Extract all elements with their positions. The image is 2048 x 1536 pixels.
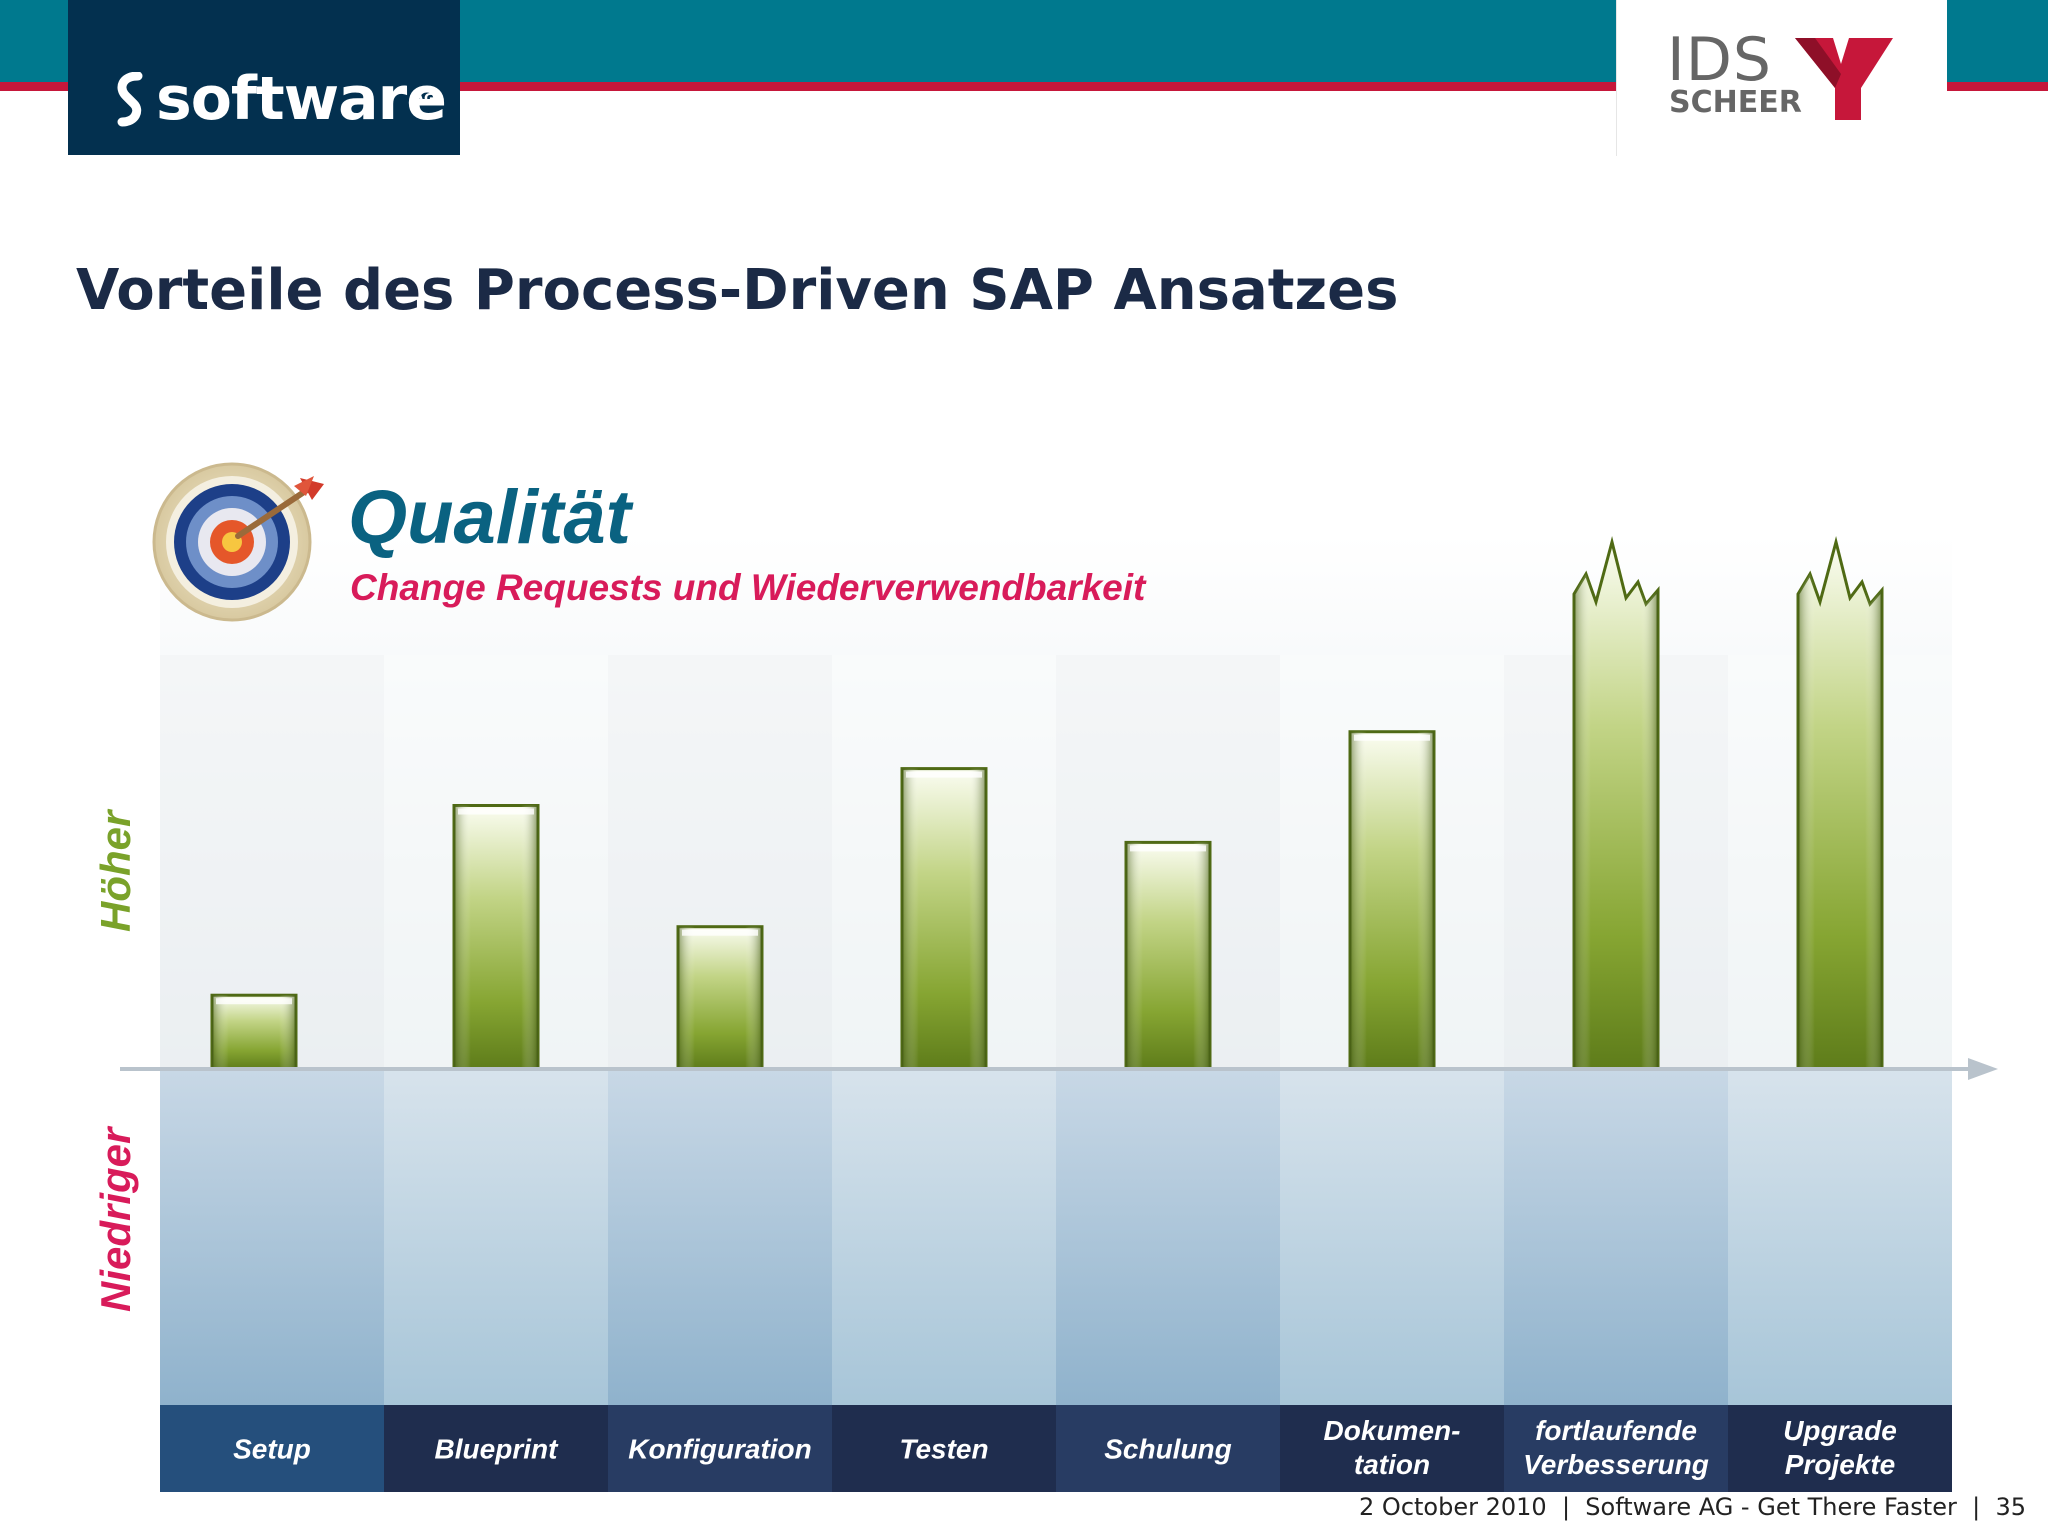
bar-highlight-5 — [1354, 734, 1430, 741]
chart-lower-column — [832, 1069, 1056, 1405]
category-bar: Setup Blueprint Konfiguration Testen Schulun… — [160, 1405, 1952, 1492]
bar-shade-1 — [454, 805, 538, 1069]
category-cell — [384, 1405, 608, 1492]
category-cell — [832, 1405, 1056, 1492]
category-cell — [1728, 1405, 1952, 1492]
bar-highlight-4 — [1130, 845, 1206, 852]
category-label-2: Konfiguration — [628, 1434, 812, 1465]
y-label-lower: Niedriger — [92, 1125, 139, 1312]
scheer-logo-text: SCHEER — [1669, 85, 1802, 120]
category-cell — [608, 1405, 832, 1492]
chart-lower-column — [1280, 1069, 1504, 1405]
target-dart-icon — [152, 462, 324, 622]
chart-lower-column — [384, 1069, 608, 1405]
page-title: Vorteile des Process-Driven SAP Ansatzes — [76, 258, 1399, 323]
chart-lower-column — [1504, 1069, 1728, 1405]
bar-shade-6 — [1574, 542, 1658, 1069]
ids-scheer-mark-icon — [1795, 38, 1893, 120]
chart-axis — [120, 1058, 1998, 1080]
chart-background — [160, 535, 1952, 1405]
category-cell — [1280, 1405, 1504, 1492]
chart-bars — [210, 536, 1884, 1071]
chart-subtitle: Change Requests und Wiederverwendbarkeit — [350, 567, 1146, 608]
chart-lower-column — [1728, 1069, 1952, 1405]
category-label-6: fortlaufende Verbesserung — [1523, 1415, 1709, 1480]
bar-shade-7 — [1798, 542, 1882, 1069]
x-axis-arrow-icon — [1968, 1058, 1998, 1080]
bar-shade-3 — [902, 768, 986, 1069]
bar-shade-5 — [1350, 731, 1434, 1069]
bar-shade-0 — [212, 995, 296, 1069]
bar-shade-2 — [678, 926, 762, 1069]
footer-text: 2 October 2010 | Software AG - Get There… — [1359, 1493, 2026, 1521]
bar-highlight-2 — [682, 929, 758, 936]
bar-highlight-3 — [906, 771, 982, 778]
chart-title: Qualität — [348, 475, 631, 560]
y-label-higher: Höher — [92, 808, 139, 932]
software-logo-text: software — [156, 64, 447, 134]
bar-shade-4 — [1126, 842, 1210, 1069]
category-label-5: Dokumen-tation — [1324, 1415, 1461, 1480]
category-label-0: Setup — [233, 1434, 311, 1465]
chart-lower-column — [608, 1069, 832, 1405]
bar-highlight-0 — [216, 998, 292, 1005]
category-label-3: Testen — [899, 1434, 988, 1465]
software-ag-swirl-icon — [117, 72, 143, 127]
category-label-4: Schulung — [1104, 1434, 1232, 1465]
category-cell — [1504, 1405, 1728, 1492]
header-accent-line — [0, 82, 2048, 91]
ids-scheer-logo: IDS SCHEER — [1616, 0, 1947, 156]
category-cell — [1056, 1405, 1280, 1492]
software-logo-suffix: AG — [414, 92, 435, 107]
category-label-1: Blueprint — [435, 1434, 560, 1465]
category-cell — [160, 1405, 384, 1492]
chart-lower-column — [160, 1069, 384, 1405]
ids-logo-text: IDS — [1667, 25, 1772, 95]
category-label-7: Upgrade Projekte — [1783, 1415, 1897, 1480]
chart-lower-column — [1056, 1069, 1280, 1405]
bar-highlight-1 — [458, 808, 534, 815]
software-ag-logo: software AG — [68, 0, 460, 155]
